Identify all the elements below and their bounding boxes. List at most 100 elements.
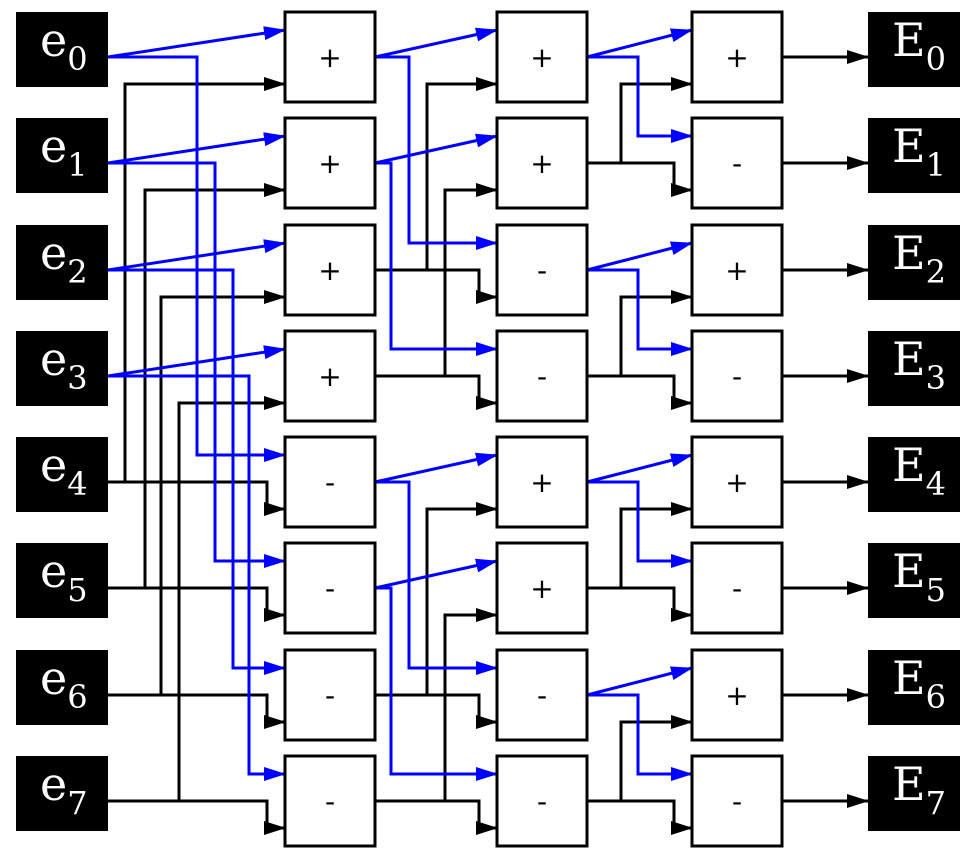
input-box bbox=[16, 543, 108, 618]
op-box bbox=[690, 648, 784, 742]
black-wire-39 bbox=[587, 374, 693, 410]
stage-1-op-6: - bbox=[283, 648, 377, 742]
blue-wire-8 bbox=[108, 55, 286, 462]
output-label: E2 bbox=[892, 226, 946, 291]
op-box bbox=[690, 435, 784, 529]
input-2: e2 bbox=[16, 225, 108, 300]
output-box bbox=[868, 225, 960, 300]
stage-1-op-7: - bbox=[283, 754, 377, 848]
blue-wire-16 bbox=[374, 27, 498, 59]
output-label: E7 bbox=[892, 757, 946, 822]
input-5: e5 bbox=[16, 543, 108, 618]
op-symbol: + bbox=[725, 466, 748, 499]
blue-wire-26 bbox=[374, 558, 498, 590]
op-symbol: + bbox=[318, 254, 341, 287]
black-wire-13 bbox=[108, 693, 286, 729]
input-box bbox=[16, 331, 108, 406]
blue-wire-36 bbox=[586, 241, 693, 272]
black-wire-43 bbox=[587, 586, 693, 622]
op-symbol: + bbox=[318, 147, 341, 180]
op-symbol: + bbox=[530, 572, 553, 605]
output-7: E7 bbox=[868, 756, 960, 831]
op-symbol: - bbox=[325, 572, 335, 605]
blue-wire-18 bbox=[374, 133, 498, 165]
stage-2-op-6: - bbox=[495, 648, 589, 742]
input-box bbox=[16, 756, 108, 831]
output-0: E0 bbox=[868, 12, 960, 87]
black-wire-11 bbox=[108, 586, 286, 622]
op-symbol: + bbox=[530, 41, 553, 74]
op-symbol: + bbox=[530, 147, 553, 180]
blue-wire-40 bbox=[586, 453, 693, 484]
input-4: e4 bbox=[16, 437, 108, 512]
op-symbol: - bbox=[325, 785, 335, 818]
blue-wire-42 bbox=[587, 480, 693, 568]
op-box bbox=[283, 116, 377, 210]
op-box bbox=[495, 648, 589, 742]
output-box bbox=[868, 331, 960, 406]
blue-wire-24 bbox=[374, 452, 498, 484]
output-label: E1 bbox=[892, 119, 946, 184]
stage-2-op-0: + bbox=[495, 10, 589, 104]
op-box bbox=[690, 329, 784, 423]
op-box bbox=[690, 754, 784, 848]
stage-1-op-3: + bbox=[283, 329, 377, 423]
blue-wire-14 bbox=[108, 374, 286, 781]
op-box bbox=[495, 435, 589, 529]
stage-1-op-5: - bbox=[283, 541, 377, 635]
op-box bbox=[690, 10, 784, 104]
output-box bbox=[868, 12, 960, 87]
op-box bbox=[283, 541, 377, 635]
op-symbol: + bbox=[318, 41, 341, 74]
op-symbol: + bbox=[725, 41, 748, 74]
stage-1-op-4: - bbox=[283, 435, 377, 529]
input-1: e1 bbox=[16, 118, 108, 193]
stage-3-op-7: - bbox=[690, 754, 784, 848]
input-3: e3 bbox=[16, 331, 108, 406]
output-4: E4 bbox=[868, 437, 960, 512]
black-wire-9 bbox=[108, 480, 286, 516]
output-3: E3 bbox=[868, 331, 960, 406]
wires bbox=[107, 26, 869, 835]
blue-wire-28 bbox=[375, 480, 498, 675]
stage-3-op-1: - bbox=[690, 116, 784, 210]
output-label: E5 bbox=[892, 544, 946, 609]
blue-wire-32 bbox=[586, 28, 693, 59]
stage-2-op-5: + bbox=[495, 541, 589, 635]
op-symbol: - bbox=[537, 360, 547, 393]
blue-wire-22 bbox=[375, 161, 498, 356]
input-box bbox=[16, 118, 108, 193]
op-box bbox=[283, 648, 377, 742]
output-label: E4 bbox=[892, 438, 946, 503]
op-box bbox=[283, 329, 377, 423]
op-box bbox=[283, 435, 377, 529]
input-box bbox=[16, 12, 108, 87]
input-label: e5 bbox=[40, 544, 88, 609]
input-label: e3 bbox=[40, 332, 88, 397]
stage-2-op-1: + bbox=[495, 116, 589, 210]
black-wire-29 bbox=[375, 693, 498, 729]
op-box bbox=[283, 223, 377, 317]
black-wire-31 bbox=[375, 799, 498, 835]
output-box bbox=[868, 650, 960, 725]
black-wire-15 bbox=[108, 799, 286, 835]
op-symbol: - bbox=[732, 360, 742, 393]
output-box bbox=[868, 118, 960, 193]
stage-2-op-3: - bbox=[495, 329, 589, 423]
blue-wire-44 bbox=[586, 666, 693, 697]
op-box bbox=[495, 10, 589, 104]
op-symbol: + bbox=[725, 254, 748, 287]
input-label: e6 bbox=[40, 651, 88, 716]
input-7: e7 bbox=[16, 756, 108, 831]
black-wire-23 bbox=[375, 374, 498, 410]
op-symbol: + bbox=[530, 466, 553, 499]
op-symbol: - bbox=[732, 572, 742, 605]
op-box bbox=[690, 541, 784, 635]
stage-1-op-0: + bbox=[283, 10, 377, 104]
stage-3-op-0: + bbox=[690, 10, 784, 104]
stage-1-op-1: + bbox=[283, 116, 377, 210]
black-wire-7 bbox=[108, 396, 286, 803]
blue-wire-30 bbox=[375, 586, 498, 781]
output-2: E2 bbox=[868, 225, 960, 300]
input-label: e4 bbox=[40, 438, 88, 503]
